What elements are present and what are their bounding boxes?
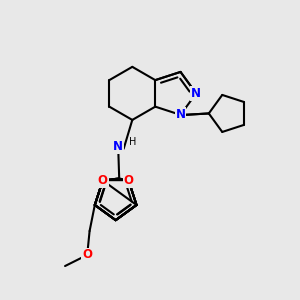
Text: O: O	[82, 248, 92, 262]
Text: N: N	[191, 87, 201, 100]
Text: H: H	[129, 137, 136, 147]
Text: O: O	[124, 174, 134, 187]
Text: O: O	[124, 174, 134, 187]
Text: N: N	[113, 140, 123, 154]
Text: O: O	[98, 174, 108, 187]
Text: N: N	[176, 108, 185, 122]
